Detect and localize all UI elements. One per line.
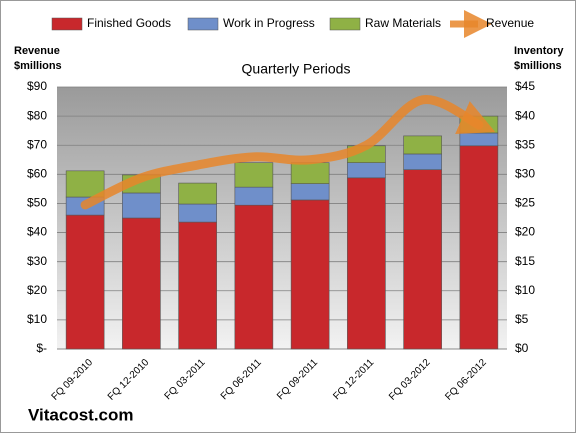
legend-swatch: [51, 17, 83, 31]
legend-swatch: [187, 17, 219, 31]
y2-tick-label: $20: [515, 225, 535, 239]
y-tick-label: $20: [27, 283, 47, 297]
legend-label: Finished Goods: [87, 16, 171, 30]
legend-label: Raw Materials: [365, 16, 441, 30]
y2-tick-label: $5: [515, 312, 529, 326]
y-tick-label: $10: [27, 312, 47, 326]
y2-tick-label: $15: [515, 254, 535, 268]
y2-axis-title: $millions: [514, 60, 562, 72]
y-tick-label: $60: [27, 167, 47, 181]
y-tick-label: $-: [36, 341, 47, 355]
bar-segment: [459, 145, 499, 350]
legend-label: Work in Progress: [223, 16, 315, 30]
bar-segment: [178, 221, 217, 350]
bar-segment: [403, 169, 442, 350]
y-axis-title: $millions: [14, 60, 62, 72]
bar-segment: [234, 162, 274, 188]
bar-segment: [234, 186, 274, 206]
y2-tick-label: $35: [515, 137, 535, 151]
y2-axis-title: Inventory: [514, 45, 564, 57]
bar-segment: [234, 204, 274, 350]
bar-segment: [65, 170, 105, 198]
bar-segment: [122, 192, 161, 219]
y2-tick-label: $30: [515, 167, 535, 181]
bar-segment: [347, 177, 386, 350]
y-axis-title: Revenue: [14, 45, 60, 57]
y-tick-label: $40: [27, 225, 47, 239]
bar-segment: [403, 153, 442, 170]
bar-segment: [178, 203, 217, 223]
y2-tick-label: $0: [515, 341, 529, 355]
bar-segment: [178, 182, 217, 205]
bar-segment: [290, 162, 330, 184]
y-tick-label: $30: [27, 254, 47, 268]
bar-segment: [290, 199, 330, 350]
legend-label: Revenue: [486, 16, 534, 30]
y2-tick-label: $10: [515, 283, 535, 297]
y2-tick-label: $40: [515, 108, 535, 122]
chart-title: Quarterly Periods: [242, 61, 351, 77]
revenue-line: [80, 95, 496, 210]
legend-swatch: [329, 17, 361, 31]
y-tick-label: $50: [27, 196, 47, 210]
y2-tick-label: $25: [515, 196, 535, 210]
y2-tick-label: $45: [515, 79, 535, 93]
y-tick-label: $80: [27, 108, 47, 122]
bar-segment: [122, 217, 161, 350]
bar-segment: [403, 135, 442, 155]
y-tick-label: $90: [27, 79, 47, 93]
bar-segment: [290, 183, 330, 201]
bar-segment: [459, 132, 499, 147]
y-tick-label: $70: [27, 137, 47, 151]
footer-annotation: Vitacost.com: [28, 405, 134, 424]
bar-segment: [347, 162, 386, 179]
bar-segment: [65, 214, 105, 350]
